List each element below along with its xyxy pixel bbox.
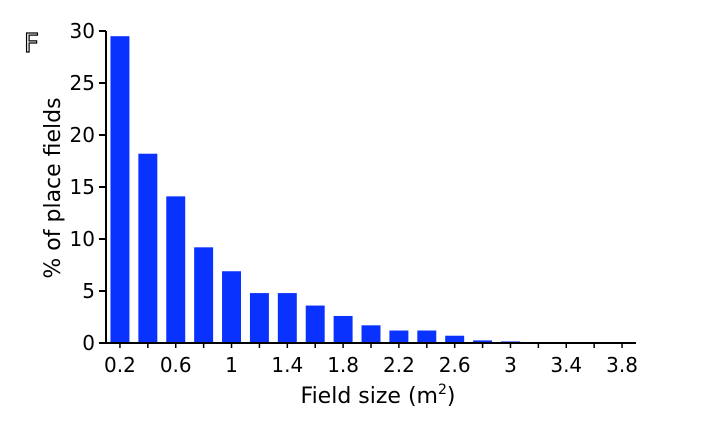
panel-label: F	[24, 29, 39, 59]
x-tick-label: 1.8	[327, 353, 359, 377]
y-tick-label: 30	[70, 19, 95, 43]
x-axis-ticks: 0.2 0.6 1 1.4 1.8 2.2 2.6 3 3.4 3.8	[104, 343, 638, 377]
x-tick-label: 3	[504, 353, 517, 377]
x-tick-label: 2.6	[439, 353, 471, 377]
bar	[249, 293, 269, 343]
x-tick-label: 0.6	[160, 353, 192, 377]
bar	[445, 335, 465, 343]
x-tick-label: 3.4	[550, 353, 582, 377]
y-tick-label: 10	[70, 227, 95, 251]
y-tick-label: 15	[70, 175, 95, 199]
bar	[194, 247, 214, 343]
bar	[305, 305, 325, 343]
bar	[110, 36, 130, 343]
bar	[138, 153, 158, 343]
y-tick-label: 20	[70, 123, 95, 147]
bar	[389, 330, 409, 343]
x-tick-label: 0.2	[104, 353, 136, 377]
bars-group	[110, 36, 520, 343]
x-axis-title-end: )	[447, 384, 456, 409]
bar	[333, 315, 353, 343]
x-tick-label: 1	[225, 353, 238, 377]
bar	[166, 196, 186, 343]
x-tick-label: 2.2	[383, 353, 415, 377]
y-axis-title: % of place fields	[41, 97, 66, 278]
bar	[222, 271, 242, 343]
y-axis-ticks: 0 5 10 15 20 25 30	[70, 19, 106, 355]
bar	[473, 340, 493, 343]
x-axis-title-superscript: 2	[438, 382, 447, 398]
bar	[277, 293, 297, 343]
y-tick-label: 5	[82, 279, 95, 303]
y-tick-label: 25	[70, 71, 95, 95]
bar	[361, 325, 381, 343]
x-tick-label: 3.8	[606, 353, 638, 377]
x-tick-label: 1.4	[271, 353, 303, 377]
x-axis-title: Field size (m2)	[301, 382, 456, 409]
y-tick-label: 0	[82, 331, 95, 355]
x-axis-title-main: Field size (m	[301, 384, 438, 409]
bar	[417, 330, 437, 343]
